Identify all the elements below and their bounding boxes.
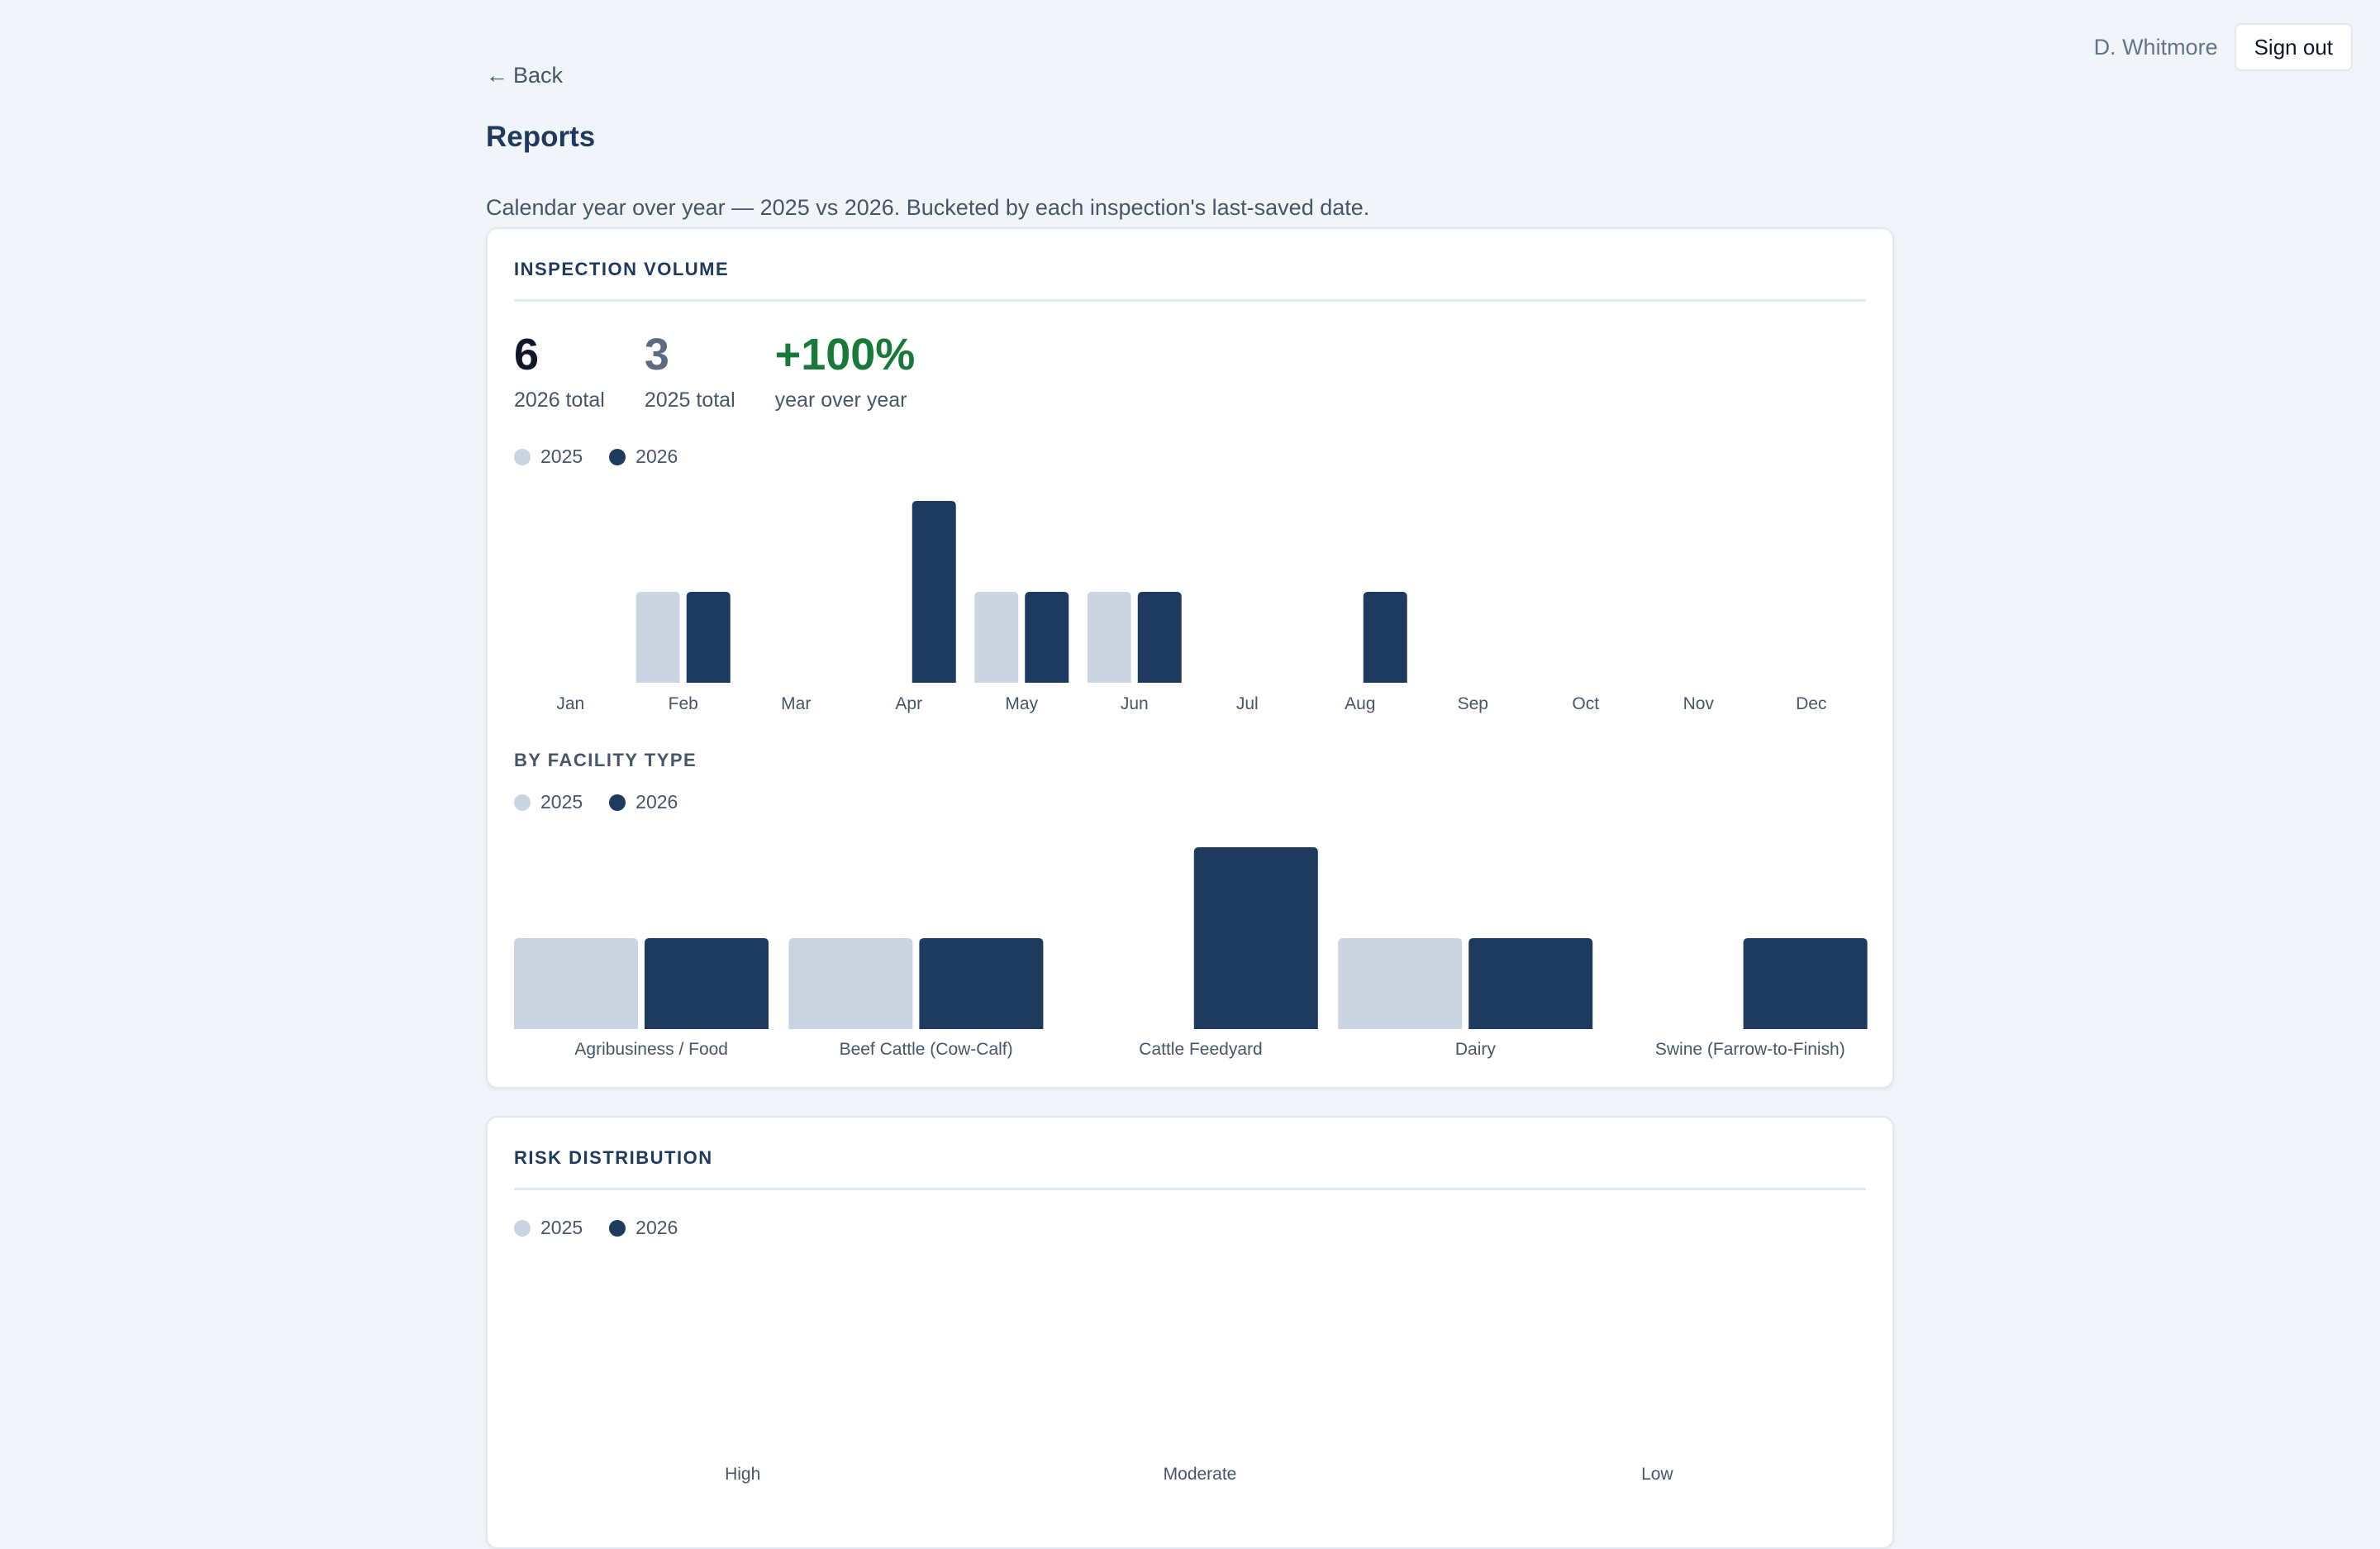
- stat-value: 3: [644, 330, 669, 379]
- bar-2025-dairy: [1338, 938, 1463, 1029]
- legend-item-2025: 2025: [514, 1217, 583, 1239]
- legend-item-2025: 2025: [514, 446, 583, 468]
- x-tick-label: Dec: [1796, 694, 1826, 713]
- bar-2026-dairy: [1468, 938, 1593, 1029]
- legend-label: 2025: [540, 1217, 583, 1238]
- x-tick-label: Low: [1641, 1465, 1673, 1484]
- bar-2025-beef-cattle-cow-calf-: [788, 938, 913, 1029]
- legend-swatch-2025: [514, 794, 531, 811]
- stat-value: 6: [514, 330, 540, 379]
- legend-item-2026: 2026: [609, 446, 678, 468]
- x-tick-label: Cattle Feedyard: [1139, 1040, 1262, 1059]
- bar-2026-cattle-feedyard: [1193, 847, 1318, 1029]
- divider: [514, 299, 1866, 302]
- x-tick-label: Beef Cattle (Cow-Calf): [840, 1040, 1013, 1059]
- stat-label: year over year: [774, 388, 907, 412]
- bar-2026-swine-farrow-to-finish-: [1743, 938, 1868, 1029]
- bar-2026-feb: [686, 592, 731, 683]
- divider: [514, 1188, 1866, 1190]
- bar-2025-feb: [635, 592, 680, 683]
- x-tick-label: Swine (Farrow-to-Finish): [1655, 1040, 1845, 1059]
- legend-item-2026: 2026: [609, 1217, 678, 1239]
- bar-2026-apr: [912, 501, 956, 683]
- risk-legend: 2025 2026: [514, 1217, 678, 1239]
- stat-value: +100%: [774, 330, 916, 379]
- bar-2026-jun: [1137, 592, 1182, 683]
- x-tick-label: Oct: [1572, 694, 1599, 713]
- x-tick-label: High: [725, 1465, 760, 1484]
- legend-item-2025: 2025: [514, 791, 583, 813]
- legend-label: 2026: [635, 791, 678, 813]
- legend-swatch-2026: [609, 1219, 626, 1237]
- inspection-volume-card: INSPECTION VOLUME 6 2026 total 3 2025 to…: [486, 227, 1894, 1089]
- x-tick-label: Feb: [669, 694, 698, 713]
- risk-distribution-chart: High Moderate Low: [725, 1465, 1673, 1484]
- x-tick-label: Mar: [781, 694, 811, 713]
- back-link[interactable]: ← Back: [486, 63, 563, 88]
- x-tick-label: Jun: [1121, 694, 1149, 713]
- stat-label: 2025 total: [644, 388, 735, 412]
- bar-2026-aug: [1363, 592, 1407, 683]
- x-tick-label: Dairy: [1455, 1040, 1497, 1059]
- bar-2025-may: [974, 592, 1019, 683]
- sign-out-button[interactable]: Sign out: [2234, 23, 2353, 71]
- legend-swatch-2026: [609, 794, 626, 811]
- legend-label: 2025: [540, 446, 583, 467]
- risk-distribution-card: RISK DISTRIBUTION 2025 2026 High Moderate…: [486, 1116, 1894, 1549]
- legend-item-2026: 2026: [609, 791, 678, 813]
- stat-2025-total: 3 2025 total: [645, 332, 735, 412]
- x-tick-label: May: [1005, 694, 1038, 713]
- monthly-volume-chart: Jan Feb Mar Apr May Jun Jul Aug Sep Oct Nov Dec: [556, 501, 1826, 713]
- legend-swatch-2026: [609, 448, 626, 465]
- x-tick-label: Jul: [1236, 694, 1259, 713]
- x-tick-label: Nov: [1683, 694, 1715, 713]
- bar-2026-beef-cattle-cow-calf-: [919, 938, 1044, 1029]
- x-tick-label: Moderate: [1164, 1465, 1237, 1484]
- legend-swatch-2025: [514, 1219, 531, 1237]
- user-name: D. Whitmore: [2093, 34, 2218, 60]
- bar-2025-agribusiness-food: [514, 938, 638, 1029]
- top-bar: D. Whitmore Sign out: [2094, 23, 2353, 71]
- page-subtitle: Calendar year over year — 2025 vs 2026. …: [486, 195, 1370, 220]
- bar-2026-may: [1025, 592, 1069, 683]
- x-tick-label: Jan: [556, 694, 584, 713]
- bar-2026-agribusiness-food: [645, 938, 769, 1029]
- page-title: Reports: [486, 121, 596, 153]
- legend-label: 2026: [635, 1217, 678, 1238]
- facility-type-chart: Agribusiness / Food Beef Cattle (Cow-Calf…: [514, 847, 1868, 1059]
- arrow-left-icon: ←: [486, 63, 508, 88]
- legend-label: 2026: [635, 446, 678, 467]
- stat-2026-total: 6 2026 total: [514, 332, 605, 412]
- back-label: Back: [513, 63, 564, 88]
- card-title-risk-distribution: RISK DISTRIBUTION: [514, 1147, 713, 1168]
- x-tick-label: Agribusiness / Food: [574, 1040, 728, 1059]
- volume-legend: 2025 2026: [514, 446, 678, 468]
- bar-2025-jun: [1087, 592, 1131, 683]
- legend-label: 2025: [540, 791, 583, 813]
- x-tick-label: Sep: [1458, 694, 1488, 713]
- stat-year-over-year: +100% year over year: [775, 332, 916, 412]
- section-title-facility-type: BY FACILITY TYPE: [514, 750, 697, 770]
- stat-label: 2026 total: [514, 388, 605, 412]
- x-tick-label: Aug: [1345, 694, 1375, 713]
- volume-stats: 6 2026 total 3 2025 total +100% year ove…: [514, 332, 915, 412]
- x-tick-label: Apr: [895, 694, 922, 713]
- facility-legend: 2025 2026: [514, 791, 678, 813]
- card-title-inspection-volume: INSPECTION VOLUME: [514, 259, 730, 279]
- legend-swatch-2025: [514, 448, 531, 465]
